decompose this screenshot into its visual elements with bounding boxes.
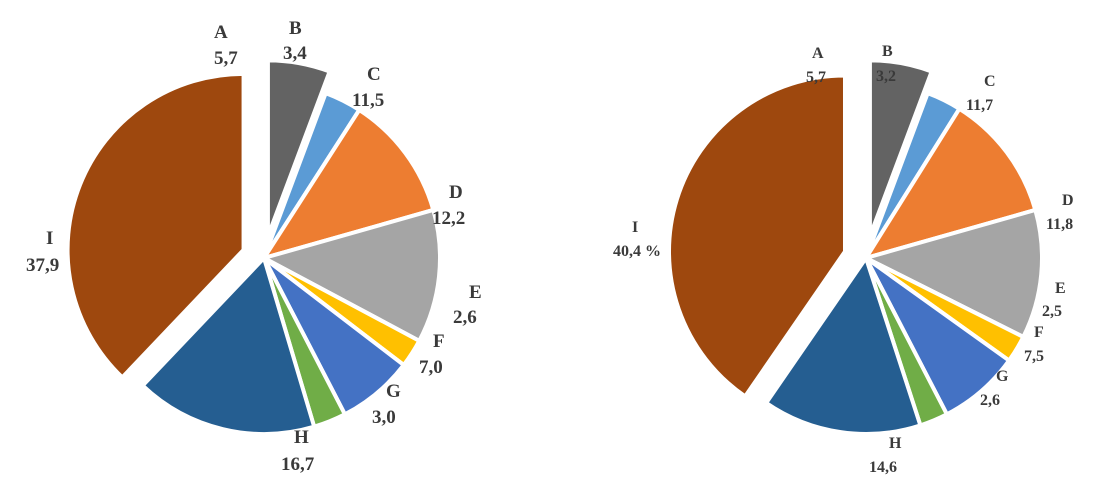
slice-value-g: 3,0 bbox=[372, 407, 396, 428]
slice-a bbox=[265, 58, 332, 239]
slice-h bbox=[140, 256, 317, 436]
slice-value-f: 7,0 bbox=[419, 357, 443, 378]
slice-value-e: 2,5 bbox=[1042, 303, 1062, 320]
slice-i bbox=[667, 73, 847, 399]
slice-a bbox=[867, 58, 934, 239]
slice-value-a: 5,7 bbox=[806, 69, 826, 86]
slice-value-a: 5,7 bbox=[214, 48, 238, 69]
slice-label-i: I bbox=[632, 219, 638, 236]
slice-label-b: B bbox=[882, 43, 893, 60]
slice-label-a: A bbox=[214, 22, 228, 43]
slice-value-b: 3,4 bbox=[283, 43, 307, 64]
slice-value-h: 14,6 bbox=[869, 459, 897, 476]
slice-value-c: 11,5 bbox=[352, 90, 384, 111]
slice-label-c: C bbox=[367, 64, 381, 85]
slice-label-d: D bbox=[1062, 192, 1074, 209]
slice-label-a: A bbox=[812, 45, 824, 62]
slice-label-i: I bbox=[46, 228, 53, 249]
slice-value-b: 3,2 bbox=[876, 68, 896, 85]
slice-value-i: 37,9 bbox=[26, 255, 59, 276]
slice-d bbox=[864, 207, 1044, 339]
slice-value-h: 16,7 bbox=[281, 454, 315, 475]
slice-label-f: F bbox=[433, 331, 445, 352]
slice-label-f: F bbox=[1034, 324, 1044, 341]
slice-label-h: H bbox=[889, 435, 902, 452]
pie-chart-1 bbox=[65, 58, 442, 436]
slice-h bbox=[764, 256, 923, 436]
slice-label-g: G bbox=[386, 381, 401, 402]
slice-value-i: 40,4 % bbox=[613, 243, 661, 260]
slice-label-e: E bbox=[1055, 280, 1066, 297]
slice-label-h: H bbox=[294, 427, 309, 448]
pie-chart-2 bbox=[667, 58, 1044, 436]
slice-value-f: 7,5 bbox=[1024, 348, 1044, 365]
slice-d bbox=[262, 207, 442, 343]
slice-label-b: B bbox=[289, 18, 302, 39]
slice-value-c: 11,7 bbox=[966, 97, 993, 114]
slice-value-e: 2,6 bbox=[453, 307, 477, 328]
slice-label-d: D bbox=[449, 182, 463, 203]
slice-label-g: G bbox=[996, 368, 1009, 385]
slice-label-e: E bbox=[469, 282, 482, 303]
slice-value-d: 12,2 bbox=[432, 208, 465, 229]
slice-i bbox=[65, 71, 246, 380]
slice-label-c: C bbox=[984, 73, 996, 90]
slice-value-g: 2,6 bbox=[980, 392, 1000, 409]
slice-value-d: 11,8 bbox=[1046, 216, 1073, 233]
